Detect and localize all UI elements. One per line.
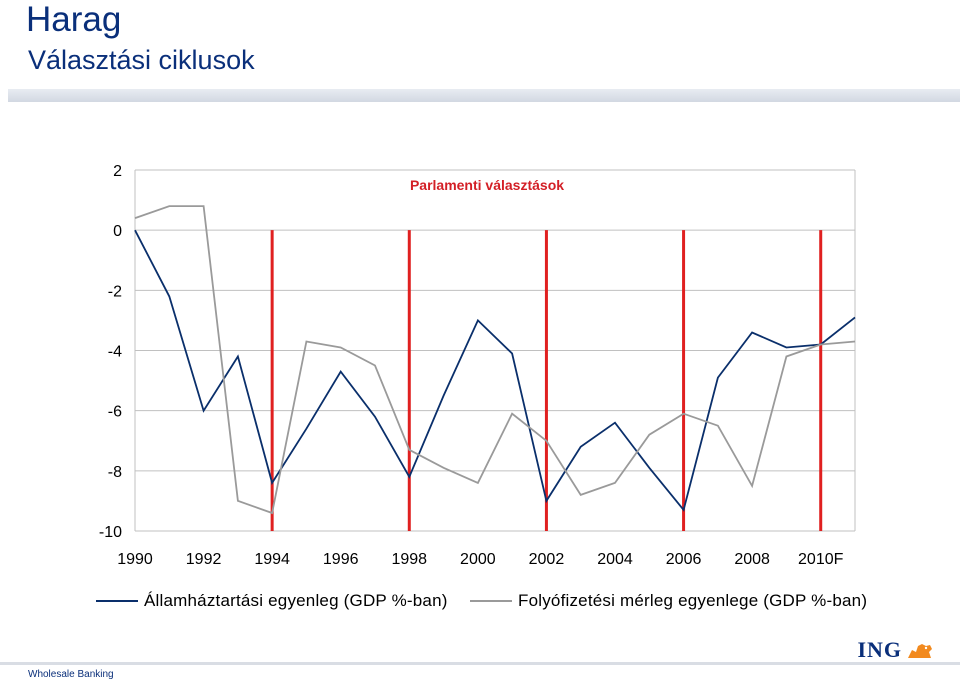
- x-tick-label: 1992: [186, 551, 222, 568]
- x-tick-label: 2006: [666, 551, 702, 568]
- election-lines: [270, 230, 823, 531]
- footer-divider: [0, 662, 960, 665]
- legend-label-current-account: Folyófizetési mérleg egyenlege (GDP %-ba…: [518, 591, 868, 610]
- y-tick-label: 2: [113, 163, 122, 180]
- legend-label-budget-balance: Államháztartási egyenleg (GDP %-ban): [144, 591, 448, 610]
- title-divider: [8, 89, 960, 102]
- y-tick-label: -6: [108, 404, 122, 421]
- x-tick-label: 1998: [391, 551, 427, 568]
- page-title: Harag: [26, 0, 122, 39]
- lion-icon: [906, 640, 934, 660]
- y-tick-label: -4: [108, 344, 122, 361]
- election-annotation: Parlamenti választások: [410, 177, 564, 193]
- legend-swatch-current-account: [470, 600, 512, 602]
- series-lines: [134, 205, 856, 515]
- y-tick-labels: 2 0 -2 -4 -6 -8 -10: [99, 163, 122, 541]
- x-tick-label: 1990: [117, 551, 153, 568]
- x-tick-label: 2002: [529, 551, 565, 568]
- y-tick-label: -8: [108, 464, 122, 481]
- legend-item-budget-balance: Államháztartási egyenleg (GDP %-ban): [96, 589, 448, 613]
- grid-lines: [134, 169, 856, 532]
- x-tick-label: 2004: [597, 551, 633, 568]
- x-tick-label: 1996: [323, 551, 359, 568]
- series-line-budget-balance: [134, 229, 856, 512]
- legend-swatch-budget-balance: [96, 600, 138, 602]
- footer-label: Wholesale Banking: [28, 669, 114, 680]
- y-tick-label: -2: [108, 283, 122, 300]
- y-tick-label: -10: [99, 524, 122, 541]
- x-tick-label: 2008: [734, 551, 770, 568]
- x-tick-label: 1994: [254, 551, 290, 568]
- y-tick-label: 0: [113, 223, 122, 240]
- page-subtitle: Választási ciklusok: [28, 45, 255, 75]
- x-tick-label: 2000: [460, 551, 496, 568]
- series-line-current-account: [134, 205, 856, 515]
- logo-text: ING: [857, 637, 902, 662]
- ing-logo: ING: [857, 637, 934, 662]
- legend-item-current-account: Folyófizetési mérleg egyenlege (GDP %-ba…: [470, 589, 867, 613]
- x-tick-label: 2010F: [798, 551, 844, 568]
- x-tick-labels: 1990 1992 1994 1996 1998 2000 2002 2004 2006 2008…: [117, 551, 843, 568]
